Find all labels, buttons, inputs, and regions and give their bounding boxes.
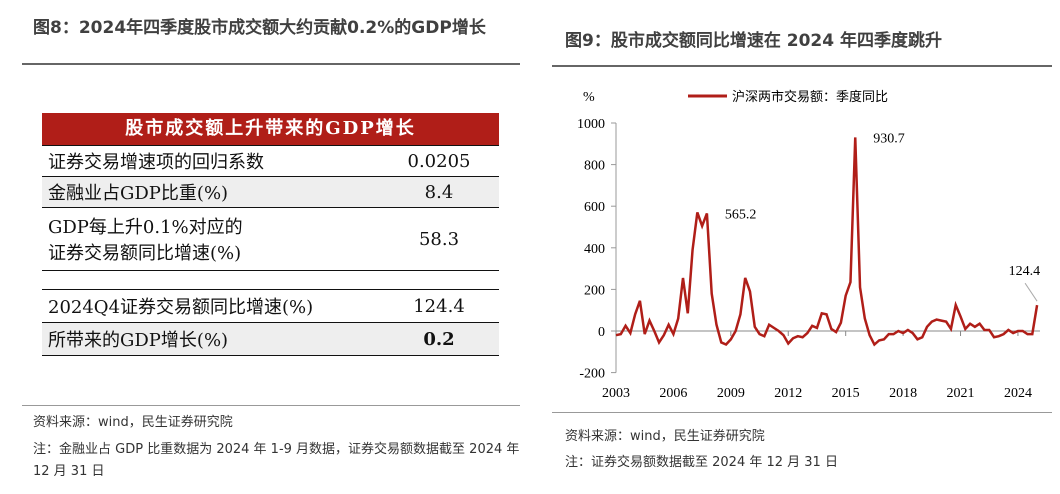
table-row: 证券交易增速项的回归系数 0.0205	[42, 145, 499, 176]
left-title: 图8：2024年四季度股市成交额大约贡献0.2%的GDP增长	[33, 18, 486, 38]
table-row: 所带来的GDP增长(%) 0.2	[42, 322, 499, 356]
x-tick-label: 2003	[602, 386, 630, 401]
row-label: 证券交易增速项的回归系数	[48, 152, 264, 173]
y-tick-label: 400	[584, 242, 605, 257]
x-tick-label: 2021	[947, 386, 975, 401]
left-bottom-rule	[22, 405, 520, 406]
row-label: 2024Q4证券交易额同比增速(%)	[48, 297, 314, 318]
x-tick-label: 2018	[889, 386, 917, 401]
series-line	[615, 137, 1039, 347]
label-leader	[1024, 282, 1038, 302]
gdp-table: 股市成交额上升带来的GDP增长 证券交易增速项的回归系数 0.0205 金融业占G…	[42, 113, 499, 356]
data-label: 565.2	[725, 207, 757, 222]
y-tick-label: 200	[584, 283, 605, 298]
row-label: 金融业占GDP比重(%)	[48, 183, 229, 204]
right-title: 图9：股市成交额同比增速在 2024 年四季度跳升	[565, 31, 942, 51]
x-tick-label: 2006	[659, 386, 687, 401]
row-value: 8.4	[424, 181, 454, 203]
x-tick-label: 2009	[717, 386, 745, 401]
x-tick-label: 2015	[832, 386, 860, 401]
y-tick-label: 800	[584, 159, 605, 174]
y-tick-label: 600	[584, 200, 605, 215]
row-value: 124.4	[413, 295, 465, 317]
right-title-rule	[552, 65, 1052, 67]
right-note: 注：证券交易额数据截至 2024 年 12 月 31 日	[565, 455, 838, 470]
row-value: 0.0205	[407, 150, 471, 172]
y-axis-label: %	[583, 90, 595, 105]
data-label: 930.7	[873, 132, 905, 147]
table-row: 2024Q4证券交易额同比增速(%) 124.4	[42, 289, 499, 322]
left-source: 资料来源：wind，民生证券研究院	[33, 415, 233, 430]
table-row: GDP每上升0.1%对应的 证券交易额同比增速(%) 58.3	[42, 207, 499, 271]
right-source: 资料来源：wind，民生证券研究院	[565, 429, 765, 444]
x-tick-label: 2012	[774, 386, 802, 401]
legend-label: 沪深两市交易额：季度同比	[732, 89, 888, 105]
row-label: GDP每上升0.1%对应的 证券交易额同比增速(%)	[48, 217, 243, 264]
line-chart: -200 0 200 400 600 800 1000 2003 2006 2009 2012 201…	[577, 89, 1041, 401]
table-header: 股市成交额上升带来的GDP增长	[42, 113, 499, 145]
right-bottom-rule	[552, 412, 1052, 413]
row-label: 所带来的GDP增长(%)	[48, 330, 229, 351]
x-tick-label: 2024	[1004, 386, 1032, 401]
left-title-rule	[22, 63, 520, 65]
row-value: 0.2	[423, 328, 455, 350]
data-label: 124.4	[1009, 264, 1041, 279]
table-row: 金融业占GDP比重(%) 8.4	[42, 176, 499, 207]
row-value: 58.3	[418, 228, 460, 250]
y-tick-label: -200	[579, 367, 605, 382]
left-note: 注：金融业占 GDP 比重数据为 2024 年 1-9 月数据，证券交易额数据截…	[33, 442, 520, 479]
y-tick-label: 1000	[577, 117, 605, 132]
y-tick-label: 0	[598, 325, 605, 340]
